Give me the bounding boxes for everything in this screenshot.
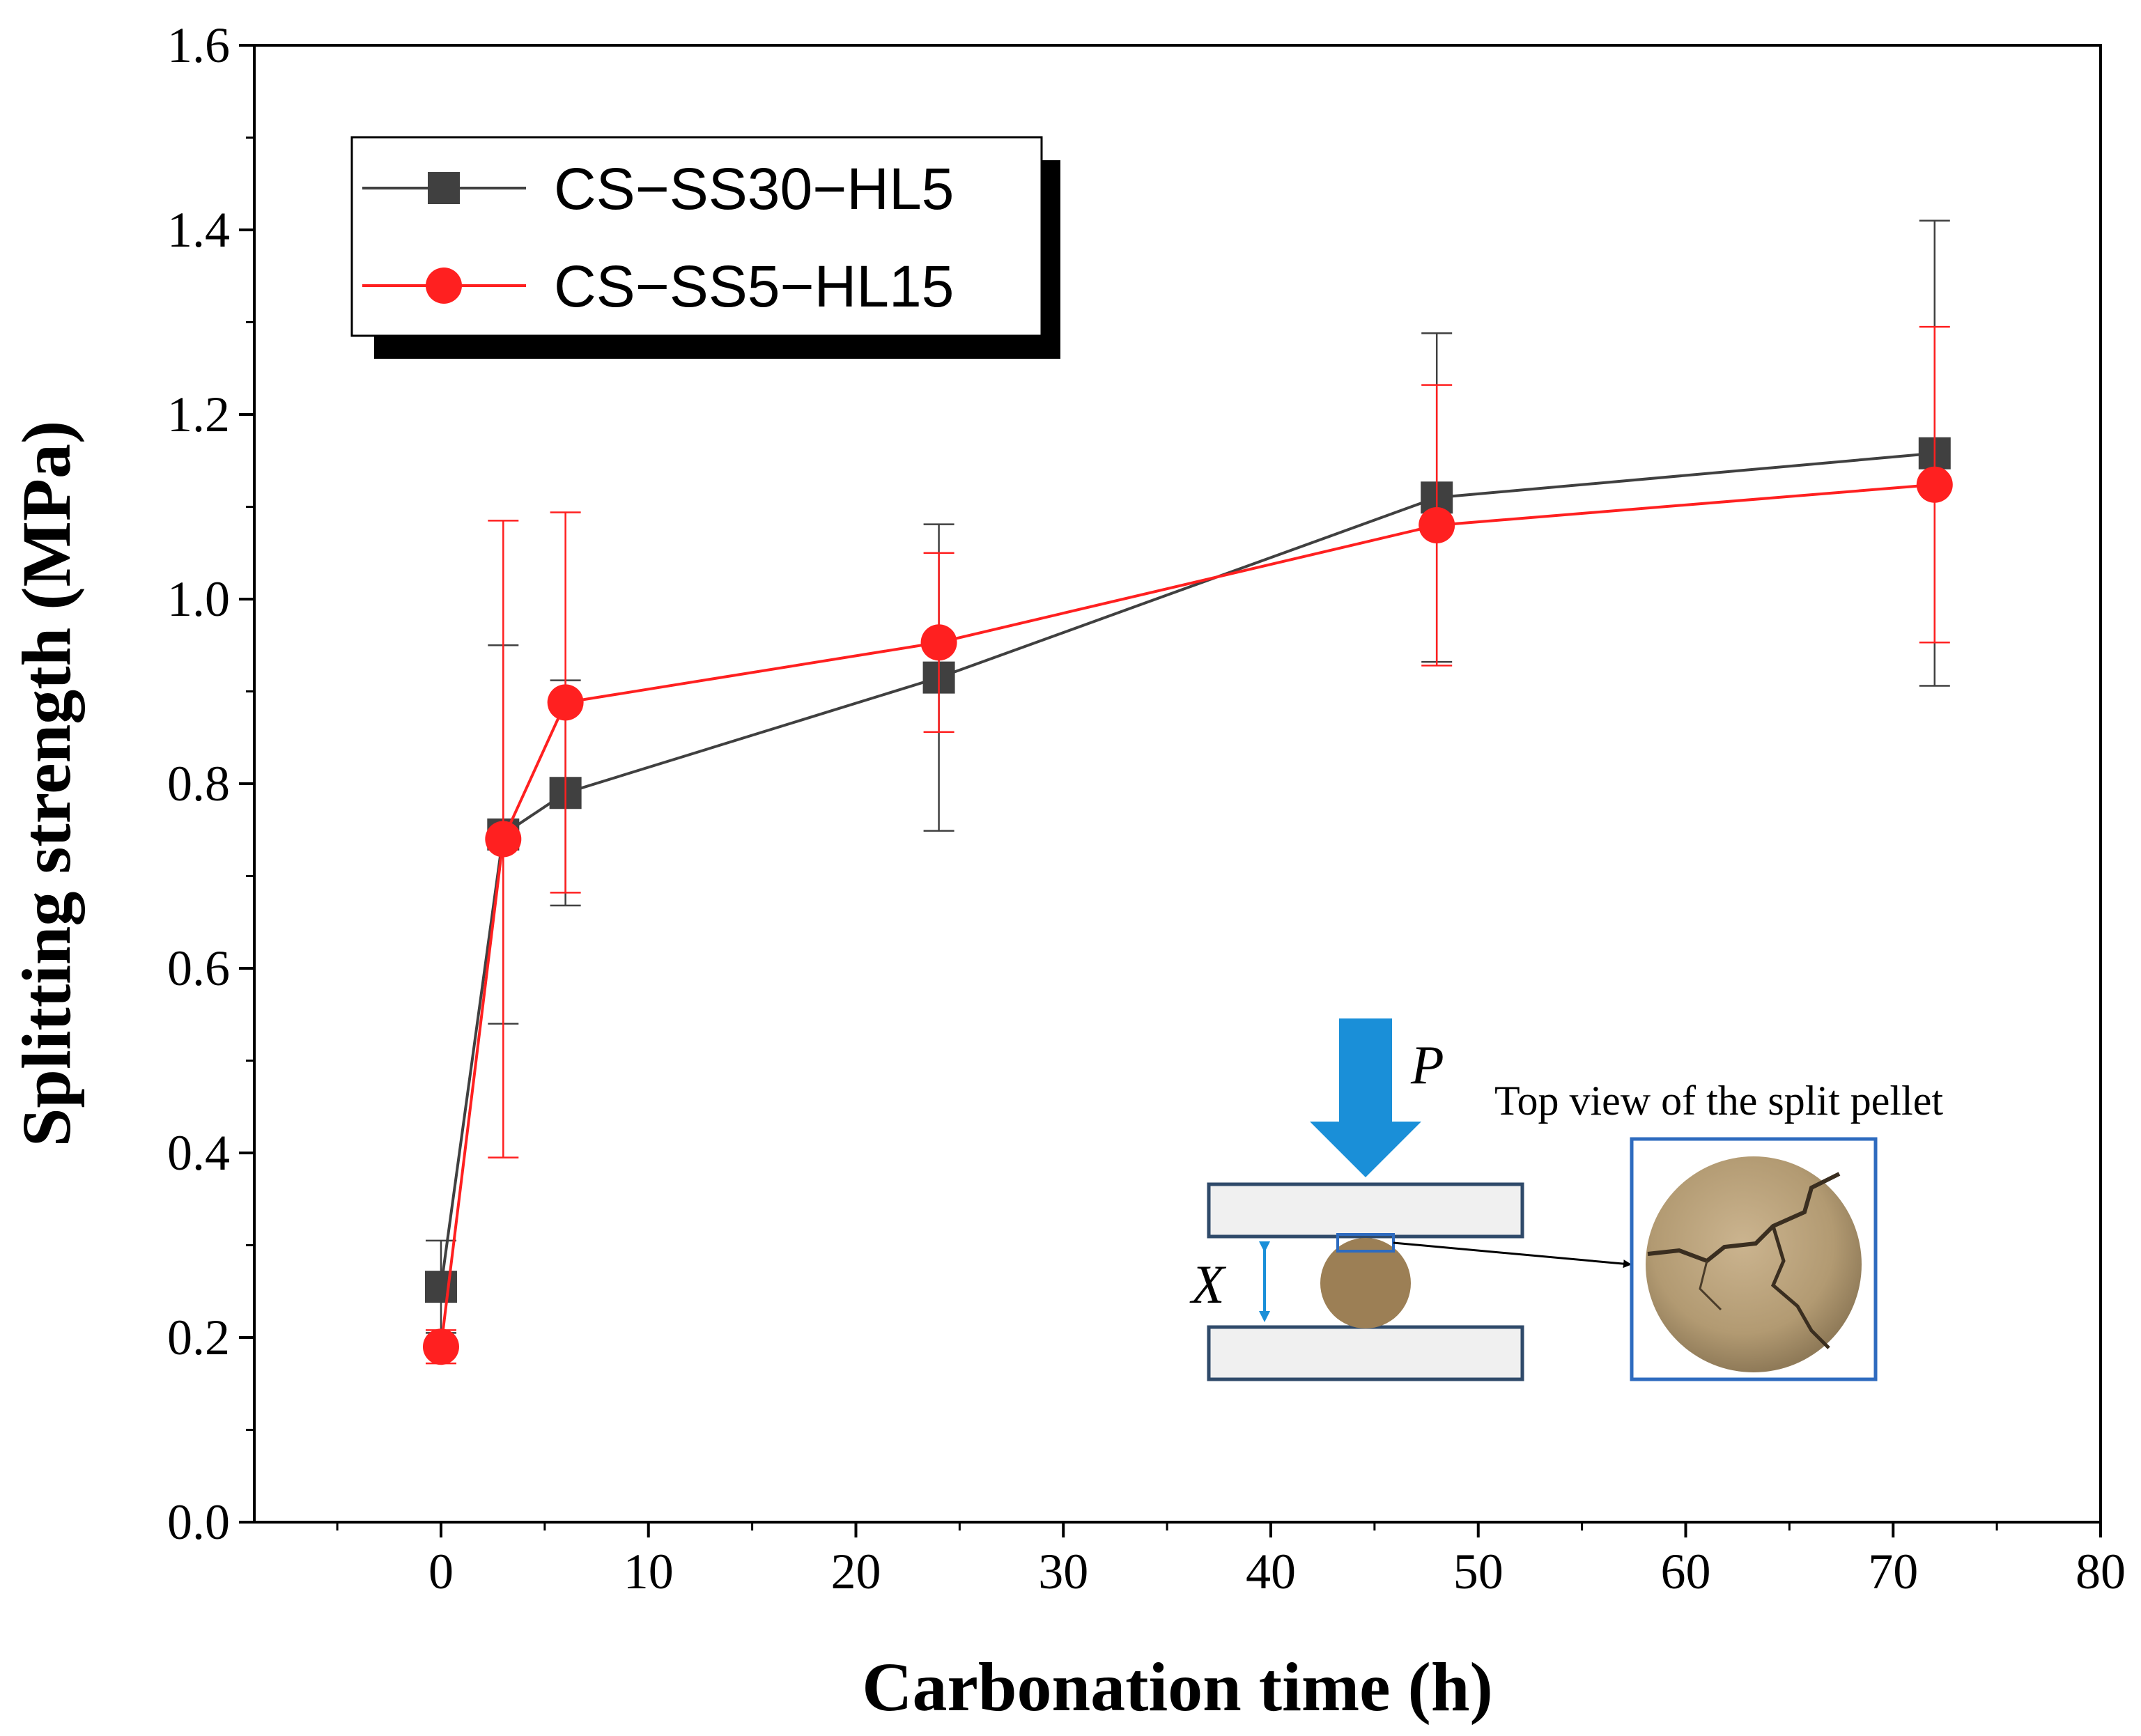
y-tick-label: 0.4 bbox=[167, 1125, 230, 1181]
pointer-arrow-icon bbox=[1393, 1241, 1632, 1269]
x-tick-label: 80 bbox=[2076, 1544, 2126, 1599]
y-tick-label: 1.2 bbox=[167, 387, 230, 442]
crack-line-icon bbox=[1770, 1225, 1830, 1349]
series-line bbox=[439, 451, 1935, 1287]
data-point bbox=[424, 1271, 457, 1303]
crack-line-icon bbox=[1699, 1260, 1722, 1311]
y-tick-label: 1.6 bbox=[167, 17, 230, 73]
legend-marker-series-1 bbox=[426, 268, 462, 304]
split-pellet-photo bbox=[1646, 1156, 1862, 1372]
series-layer bbox=[422, 219, 1953, 1365]
x-tick-label: 20 bbox=[830, 1544, 881, 1599]
y-tick-label: 0.2 bbox=[167, 1310, 230, 1365]
y-tick-label: 0.0 bbox=[167, 1494, 230, 1550]
gap-label: X bbox=[1189, 1254, 1227, 1315]
crack-line-icon bbox=[1647, 1172, 1841, 1264]
data-point bbox=[1419, 507, 1455, 543]
x-tick-label: 0 bbox=[428, 1544, 454, 1599]
y-tick-label: 1.4 bbox=[167, 202, 230, 258]
legend-box bbox=[350, 136, 1043, 337]
x-tick-label: 60 bbox=[1660, 1544, 1710, 1599]
inset-diagram: P X Top view of the split pellet bbox=[1189, 1018, 1943, 1381]
x-axis: 0 10 20 30 40 50 60 70 80 bbox=[336, 1522, 2126, 1599]
data-point bbox=[422, 1328, 459, 1365]
photo-caption: Top view of the split pellet bbox=[1494, 1078, 1943, 1124]
data-point bbox=[485, 821, 522, 858]
pellet-icon bbox=[1320, 1238, 1411, 1328]
series-1 bbox=[422, 325, 1953, 1365]
y-axis: 0.0 0.2 0.4 0.6 0.8 1.0 1.2 1.4 1.6 bbox=[167, 17, 254, 1550]
data-point bbox=[1916, 466, 1953, 503]
x-tick-label: 50 bbox=[1453, 1544, 1504, 1599]
x-axis-title: Carbonation time (h) bbox=[862, 1648, 1493, 1726]
data-point bbox=[547, 684, 584, 721]
y-tick-label: 1.0 bbox=[167, 571, 230, 627]
x-tick-label: 10 bbox=[624, 1544, 674, 1599]
y-tick-label: 0.8 bbox=[167, 756, 230, 812]
x-tick-label: 40 bbox=[1246, 1544, 1296, 1599]
x-tick-label: 70 bbox=[1868, 1544, 1918, 1599]
series-line bbox=[439, 483, 1935, 1347]
lower-platen bbox=[1207, 1325, 1524, 1381]
y-axis-title: Splitting strength (MPa) bbox=[8, 421, 85, 1147]
legend-label-series-0: CS−SS30−HL5 bbox=[554, 156, 954, 222]
data-point bbox=[920, 624, 957, 661]
legend-label-series-1: CS−SS5−HL15 bbox=[554, 254, 954, 319]
upper-platen bbox=[1207, 1182, 1524, 1239]
legend-marker-series-0 bbox=[428, 172, 460, 204]
y-tick-label: 0.6 bbox=[167, 940, 230, 996]
legend: CS−SS30−HL5 CS−SS5−HL15 bbox=[350, 136, 1060, 359]
load-arrow-icon bbox=[1310, 1018, 1421, 1177]
x-tick-label: 30 bbox=[1038, 1544, 1088, 1599]
force-label: P bbox=[1410, 1034, 1444, 1095]
